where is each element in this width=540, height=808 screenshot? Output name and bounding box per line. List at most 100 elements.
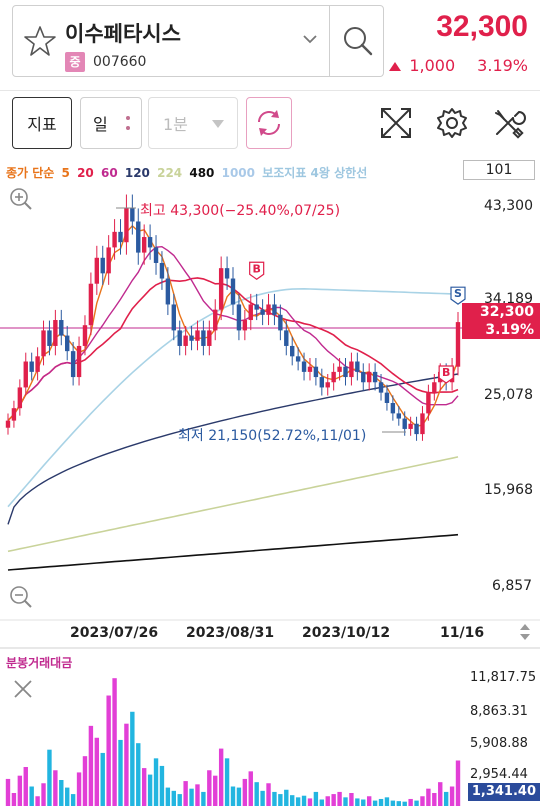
- volume-bar: [331, 794, 336, 806]
- candle: [153, 247, 159, 263]
- stock-selector[interactable]: 이수페타시스 중 007660: [12, 5, 384, 77]
- volume-bar: [118, 739, 123, 806]
- volume-bar: [290, 795, 295, 806]
- volume-bar: [11, 793, 17, 806]
- candle: [307, 366, 313, 372]
- signal-label: B: [252, 262, 260, 275]
- volume-bar: [136, 743, 141, 806]
- volume-bar: [183, 781, 188, 806]
- candle: [455, 322, 461, 367]
- zoom-out-icon[interactable]: [8, 584, 34, 610]
- change-percent: 3.19%: [477, 56, 528, 75]
- legend-item[interactable]: 120: [124, 166, 150, 180]
- legend-item[interactable]: 5: [61, 166, 70, 180]
- legend-item[interactable]: 224: [157, 166, 183, 180]
- legend-item[interactable]: 종가 단순: [6, 166, 55, 180]
- volume-bar: [165, 787, 171, 806]
- more-dots-icon: [126, 116, 130, 130]
- ma-224-line: [7, 456, 459, 553]
- volume-bar: [402, 801, 407, 806]
- volume-bar: [301, 795, 307, 806]
- candle: [248, 304, 253, 321]
- volume-bar: [266, 783, 271, 806]
- legend-item[interactable]: 60: [100, 166, 118, 180]
- volume-bar: [254, 782, 259, 806]
- volume-bar: [378, 798, 384, 806]
- candle: [396, 413, 401, 419]
- up-arrow-icon: [389, 62, 402, 71]
- volume-tick: 5,908.88: [470, 736, 528, 751]
- candle: [183, 335, 188, 346]
- candle: [159, 262, 165, 279]
- signal-marker[interactable]: [450, 286, 466, 305]
- refresh-button[interactable]: [246, 97, 292, 149]
- candle: [59, 320, 64, 336]
- stock-header: 이수페타시스 중 007660 32,300 1,000 3.19%: [0, 0, 540, 90]
- volume-bar: [319, 799, 325, 806]
- y-tick: 6,857: [492, 578, 533, 594]
- volume-bar: [141, 768, 147, 806]
- candle: [76, 345, 82, 378]
- candle: [278, 314, 283, 331]
- volume-bar: [94, 737, 100, 806]
- star-icon[interactable]: [23, 24, 57, 58]
- tools-icon[interactable]: [488, 103, 528, 143]
- volume-bar: [337, 791, 342, 806]
- volume-bar: [396, 801, 401, 806]
- scroll-arrows-icon[interactable]: [518, 622, 532, 642]
- volume-bar: [189, 788, 194, 806]
- volume-bar: [278, 794, 283, 806]
- candle: [130, 208, 135, 222]
- period-button[interactable]: 일: [80, 97, 142, 149]
- volume-bar: [443, 791, 449, 806]
- search-icon[interactable]: [335, 18, 381, 64]
- stock-name: 이수페타시스: [65, 22, 181, 46]
- candle: [70, 351, 76, 378]
- interval-select[interactable]: 1분: [148, 97, 238, 149]
- candle: [254, 304, 259, 310]
- volume-bar: [53, 770, 58, 806]
- volume-bar: [361, 799, 366, 806]
- candle: [124, 208, 129, 243]
- zoom-in-icon[interactable]: [8, 186, 34, 212]
- candle: [100, 257, 105, 274]
- candle: [17, 387, 23, 409]
- y-tick: 25,078: [484, 387, 533, 403]
- volume-bar: [41, 783, 46, 806]
- volume-panel-title: 분봉거래대금: [6, 656, 73, 670]
- candle: [171, 304, 176, 331]
- volume-bar: [100, 752, 105, 806]
- candle: [141, 237, 147, 253]
- fullscreen-icon[interactable]: [376, 103, 416, 143]
- volume-bar: [171, 790, 176, 806]
- volume-bar: [295, 797, 301, 806]
- close-icon[interactable]: [10, 676, 36, 702]
- legend-item[interactable]: 보조지표 4왕 상한선: [262, 166, 368, 180]
- candle: [213, 309, 218, 331]
- y-tick: 15,968: [484, 482, 533, 498]
- candle: [432, 382, 437, 393]
- volume-bar: [449, 786, 455, 806]
- candle: [65, 335, 70, 352]
- signal-marker[interactable]: [249, 261, 265, 281]
- candle: [224, 268, 230, 279]
- legend-item[interactable]: 480: [189, 166, 215, 180]
- market-badge: 중: [65, 52, 85, 72]
- candle: [355, 361, 360, 372]
- signal-marker[interactable]: [438, 365, 454, 384]
- legend-item[interactable]: 1000: [221, 166, 256, 180]
- legend-item[interactable]: 20: [77, 166, 94, 180]
- volume-bar: [65, 787, 70, 806]
- last-pct-tag: 3.19%: [462, 321, 540, 339]
- indicator-button[interactable]: 지표: [12, 97, 72, 149]
- ma-480-line: [7, 533, 459, 571]
- volume-bar: [426, 788, 431, 806]
- candle: [426, 392, 431, 414]
- view-count-box[interactable]: 101: [463, 160, 535, 180]
- high-annotation: 최고 43,300(−25.40%,07/25): [140, 203, 341, 219]
- volume-bar: [313, 791, 319, 806]
- candle: [414, 423, 419, 435]
- chevron-down-icon[interactable]: [301, 30, 319, 48]
- gear-icon[interactable]: [432, 103, 472, 143]
